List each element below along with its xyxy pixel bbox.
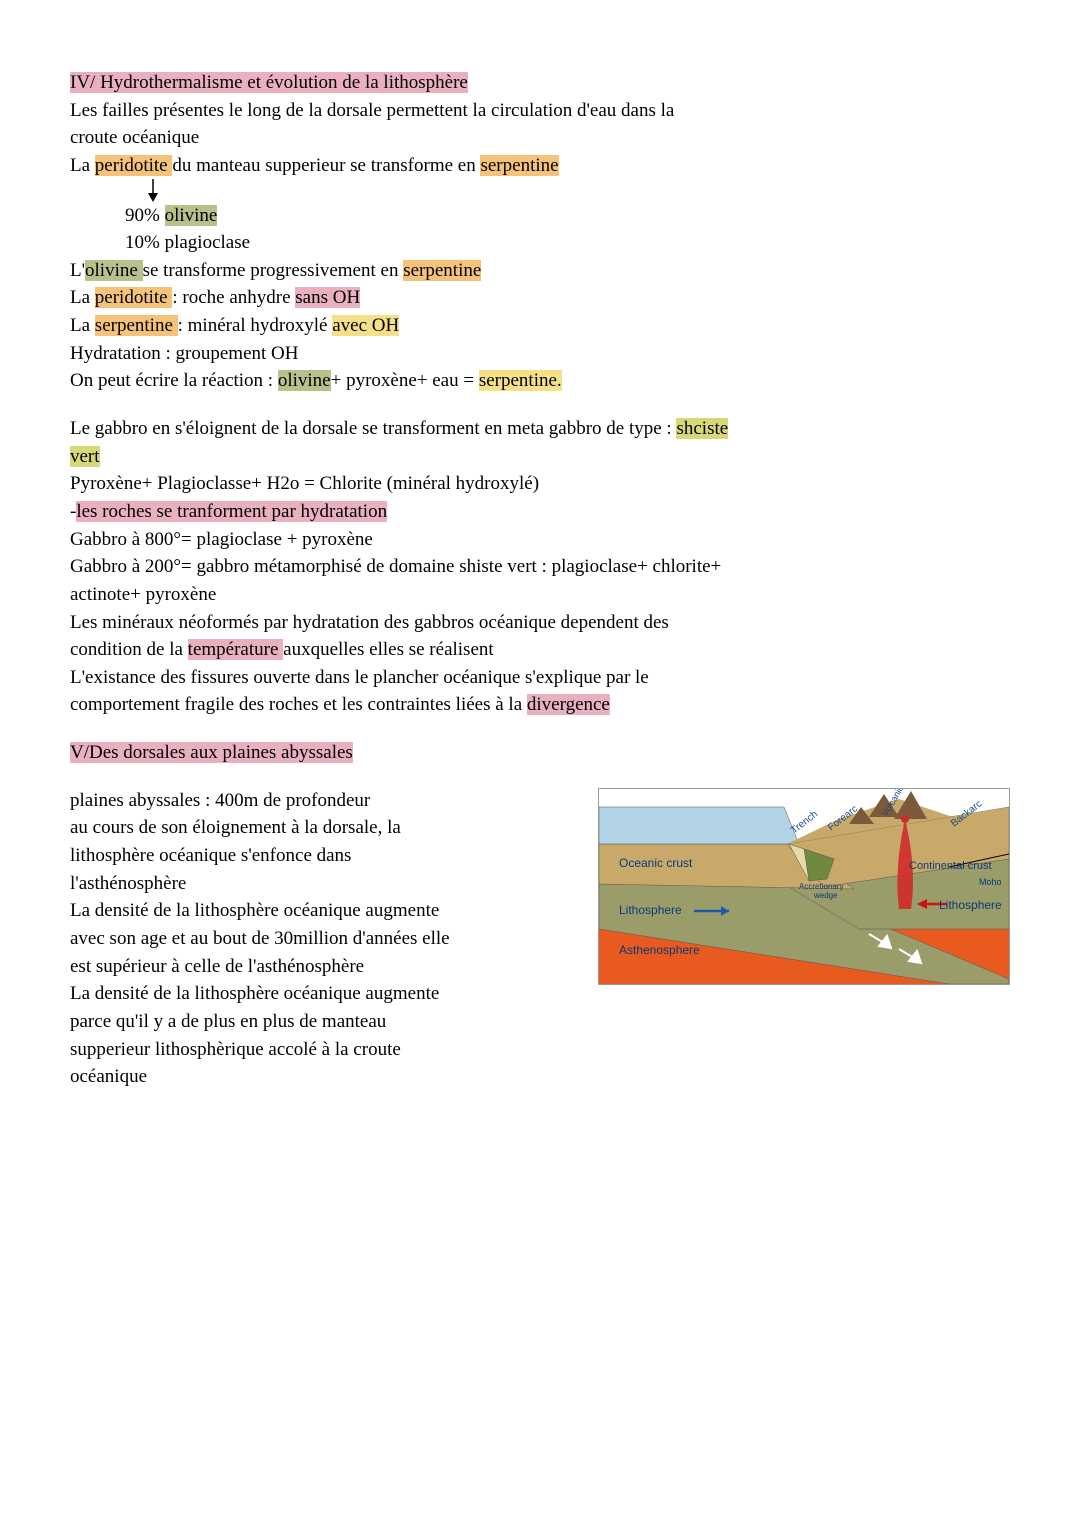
temperature-hl: température xyxy=(188,639,283,660)
s4-l13a: Les minéraux néoformés par hydratation d… xyxy=(70,610,1010,636)
s4-l14a: L'existance des fissures ouverte dans le… xyxy=(70,665,1010,691)
wedge1-label: Accretionary xyxy=(799,882,843,891)
shciste: shciste xyxy=(676,418,728,439)
s5-p4: l'asthénosphère xyxy=(70,871,578,897)
peridotite-2: peridotite xyxy=(95,287,173,308)
s4-l8a: Le gabbro en s'éloignent de la dorsale s… xyxy=(70,418,676,439)
s5-p2: au cours de son éloignement à la dorsale… xyxy=(70,815,578,841)
lithosphere-left-label: Lithosphere xyxy=(619,903,682,917)
s4-l6: Hydratation : groupement OH xyxy=(70,341,1010,367)
s5-p10: supperieur lithosphèrique accolé à la cr… xyxy=(70,1037,578,1063)
s4-l12b: actinote+ pyroxène xyxy=(70,582,1010,608)
s4-l3a: L' xyxy=(70,260,85,281)
s4-l7b: + pyroxène+ eau = xyxy=(331,370,479,391)
serpentine-2: serpentine xyxy=(403,260,481,281)
sans-oh: sans OH xyxy=(295,287,360,308)
asthenosphere-label: Asthenosphere xyxy=(619,943,700,957)
s4-l2b: du manteau supperieur se transforme en xyxy=(172,155,480,176)
serpentine-1: serpentine xyxy=(480,155,558,176)
hydratation-hl: les roches se tranforment par hydratatio… xyxy=(76,501,387,522)
s4-l11: Gabbro à 800°= plagioclase + pyroxène xyxy=(70,527,1010,553)
s5-p5: La densité de la lithosphère océanique a… xyxy=(70,898,578,924)
s5-p7: est supérieur à celle de l'asthénosphère xyxy=(70,954,578,980)
comp-10: 10% plagioclase xyxy=(70,230,1010,256)
s4-l9: Pyroxène+ Plagioclasse+ H2o = Chlorite (… xyxy=(70,471,1010,497)
s4-l5b: : minéral hydroxylé xyxy=(178,315,333,336)
s5-p1: plaines abyssales : 400m de profondeur xyxy=(70,788,578,814)
s5-p3: lithosphère océanique s'enfonce dans xyxy=(70,843,578,869)
comp-90: 90% xyxy=(125,205,165,226)
s4-l4a: La xyxy=(70,287,95,308)
section4-title: IV/ Hydrothermalisme et évolution de la … xyxy=(70,72,468,93)
s5-p11: océanique xyxy=(70,1064,578,1090)
peridotite-1: peridotite xyxy=(95,155,173,176)
avec-oh: avec OH xyxy=(332,315,399,336)
oceanic-crust-label: Oceanic crust xyxy=(619,856,693,870)
vert: vert xyxy=(70,446,100,467)
serpentine-4: serpentine. xyxy=(479,370,562,391)
s4-l4b: : roche anhydre xyxy=(172,287,295,308)
s4-l3b: se transforme progressivement en xyxy=(143,260,404,281)
s5-p6: avec son age et au bout de 30million d'a… xyxy=(70,926,578,952)
section5-title: V/Des dorsales aux plaines abyssales xyxy=(70,742,353,763)
s4-l12a: Gabbro à 200°= gabbro métamorphisé de do… xyxy=(70,554,1010,580)
olivine-hl-1: olivine xyxy=(165,205,218,226)
s4-l2a: La xyxy=(70,155,95,176)
s4-line1a: Les failles présentes le long de la dors… xyxy=(70,98,1010,124)
wedge2-label: wedge xyxy=(813,891,838,900)
s4-l7a: On peut écrire la réaction : xyxy=(70,370,278,391)
s4-l13c: auxquelles elles se réalisent xyxy=(283,639,494,660)
s5-p8: La densité de la lithosphère océanique a… xyxy=(70,981,578,1007)
lithosphere-right-label: Lithosphere xyxy=(939,898,1002,912)
subduction-diagram: Trench Forearc Volcanic arc Backarc Ocea… xyxy=(598,788,1010,985)
olivine-hl-3: olivine xyxy=(278,370,331,391)
continental-crust-label: Continental crust xyxy=(909,860,992,872)
moho-label: Moho xyxy=(979,877,1002,887)
divergence-hl: divergence xyxy=(527,694,610,715)
s4-l13b: condition de la xyxy=(70,639,188,660)
serpentine-3: serpentine xyxy=(95,315,178,336)
s4-line1b: croute océanique xyxy=(70,125,1010,151)
olivine-hl-2: olivine xyxy=(85,260,143,281)
s4-l5a: La xyxy=(70,315,95,336)
s5-p9: parce qu'il y a de plus en plus de mante… xyxy=(70,1009,578,1035)
s4-l14b: comportement fragile des roches et les c… xyxy=(70,694,527,715)
arrow-down-icon xyxy=(146,179,160,203)
